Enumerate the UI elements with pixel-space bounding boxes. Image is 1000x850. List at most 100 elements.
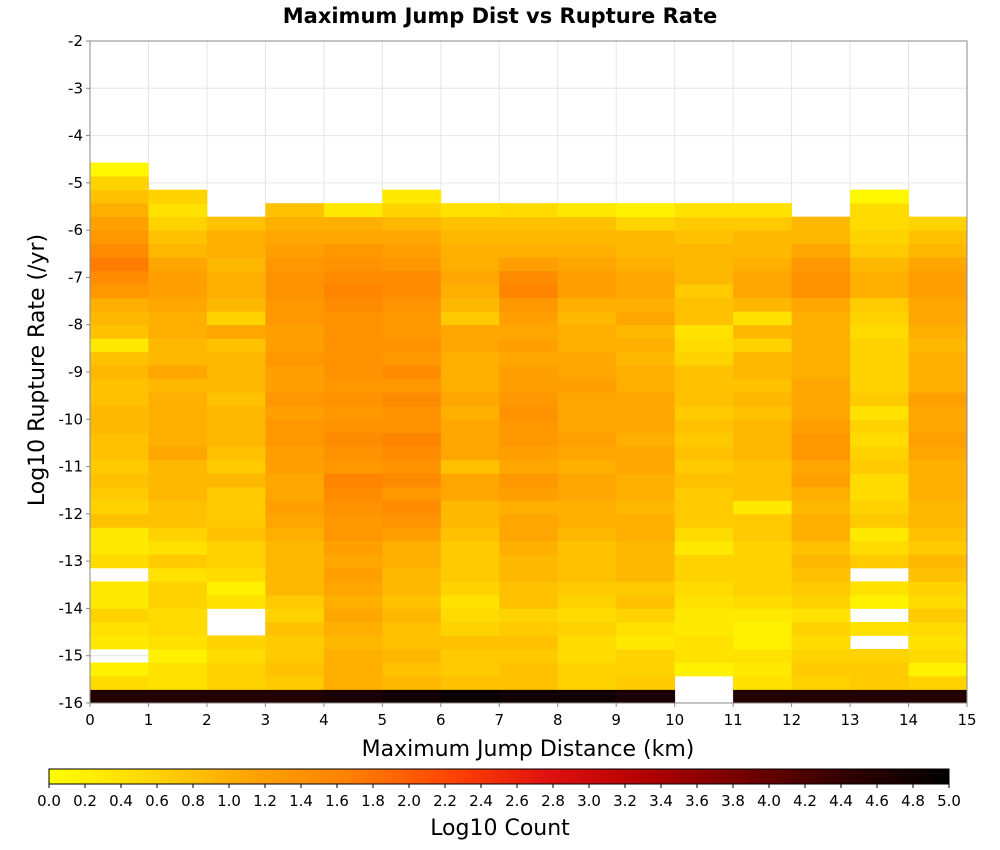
heatmap-cell	[323, 324, 383, 339]
colorbar-tick-label: 4.6	[865, 792, 889, 810]
heatmap-cell	[265, 284, 325, 299]
heatmap-cell	[557, 243, 617, 258]
heatmap-cell	[382, 513, 442, 528]
heatmap-cell	[382, 621, 442, 636]
heatmap-cell	[440, 621, 500, 636]
heatmap-cell	[206, 635, 266, 650]
heatmap-cell	[850, 189, 909, 204]
heatmap-cell	[908, 392, 968, 407]
heatmap-cell	[850, 554, 909, 569]
heatmap-cell	[206, 243, 266, 258]
heatmap-cell	[674, 365, 734, 380]
heatmap-cell	[791, 284, 851, 299]
heatmap-cell	[440, 230, 500, 245]
heatmap-cell	[850, 513, 909, 528]
heatmap-cell	[557, 621, 617, 636]
heatmap-cell	[382, 608, 442, 623]
heatmap-cell	[499, 662, 559, 677]
heatmap-cell	[90, 500, 149, 515]
heatmap-cell	[206, 689, 266, 704]
heatmap-cell	[850, 257, 909, 272]
heatmap-cell	[90, 486, 149, 501]
heatmap-cell	[908, 216, 968, 231]
heatmap-cell	[148, 567, 208, 582]
heatmap-cell	[616, 459, 676, 474]
heatmap-cell	[206, 419, 266, 434]
heatmap-cell	[90, 459, 149, 474]
heatmap-cell	[265, 351, 325, 366]
heatmap-cell	[557, 270, 617, 285]
heatmap-cell	[791, 270, 851, 285]
heatmap-cell	[499, 473, 559, 488]
heatmap-cell	[90, 392, 149, 407]
heatmap-cell	[382, 648, 442, 663]
heatmap-cell	[382, 338, 442, 353]
heatmap-cell	[206, 662, 266, 677]
heatmap-cell	[148, 270, 208, 285]
heatmap-cell	[908, 567, 968, 582]
y-tick-label: -7	[68, 268, 83, 286]
heatmap-cell	[90, 189, 149, 204]
heatmap-cell	[323, 378, 383, 393]
heatmap-cell	[206, 500, 266, 515]
heatmap-cell	[499, 419, 559, 434]
heatmap-cell	[148, 365, 208, 380]
heatmap-cell	[674, 216, 734, 231]
heatmap-cell	[382, 297, 442, 312]
heatmap-cell	[265, 216, 325, 231]
heatmap-cell	[791, 230, 851, 245]
heatmap-cell	[674, 419, 734, 434]
colorbar-tick-label: 2.2	[433, 792, 457, 810]
heatmap-cell	[265, 513, 325, 528]
heatmap-cell	[791, 378, 851, 393]
heatmap-cell	[908, 635, 968, 650]
heatmap-cell	[90, 608, 149, 623]
heatmap-cell	[90, 594, 149, 609]
heatmap-cell	[791, 257, 851, 272]
heatmap-cell	[265, 689, 325, 704]
heatmap-cell	[791, 297, 851, 312]
heatmap-cell	[499, 608, 559, 623]
heatmap-cell	[440, 338, 500, 353]
heatmap-cell	[90, 473, 149, 488]
heatmap-cell	[557, 230, 617, 245]
heatmap-cell	[382, 500, 442, 515]
heatmap-cell	[733, 473, 792, 488]
colorbar-tick-label: 1.6	[325, 792, 349, 810]
colorbar-tick-label: 3.0	[577, 792, 601, 810]
heatmap-cell	[616, 594, 676, 609]
heatmap-cell	[148, 513, 208, 528]
heatmap-cell	[148, 446, 208, 461]
heatmap-cell	[323, 243, 383, 258]
heatmap-cell	[440, 405, 500, 420]
heatmap-cell	[440, 324, 500, 339]
heatmap-cell	[382, 581, 442, 596]
x-tick-label: 0	[85, 711, 95, 729]
heatmap-cell	[148, 689, 208, 704]
heatmap-cell	[850, 297, 909, 312]
heatmap-cell	[908, 675, 968, 690]
heatmap-cell	[148, 675, 208, 690]
heatmap-cell	[382, 527, 442, 542]
heatmap-cell	[90, 662, 149, 677]
x-tick-label: 12	[782, 711, 801, 729]
heatmap-cell	[382, 243, 442, 258]
heatmap-cell	[90, 405, 149, 420]
heatmap-cell	[791, 351, 851, 366]
heatmap-cell	[499, 230, 559, 245]
heatmap-cell	[557, 581, 617, 596]
colorbar-tick-label: 1.0	[217, 792, 241, 810]
heatmap-cell	[616, 365, 676, 380]
heatmap-cell	[440, 608, 500, 623]
heatmap-cell	[616, 257, 676, 272]
colorbar	[48, 768, 950, 785]
heatmap-cell	[323, 405, 383, 420]
heatmap-cell	[90, 338, 149, 353]
heatmap-cell	[674, 473, 734, 488]
heatmap-cell	[440, 500, 500, 515]
heatmap-cell	[323, 473, 383, 488]
heatmap-cell	[499, 338, 559, 353]
heatmap-cell	[440, 270, 500, 285]
heatmap-cell	[323, 270, 383, 285]
heatmap-cell	[323, 581, 383, 596]
